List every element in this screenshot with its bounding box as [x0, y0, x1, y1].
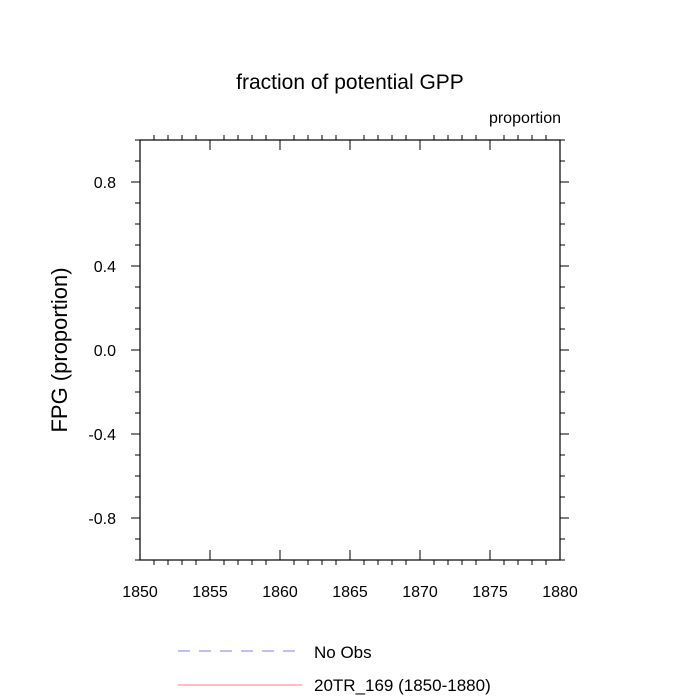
legend-label-20tr-169: 20TR_169 (1850-1880)	[314, 676, 491, 695]
x-tick-label: 1855	[192, 584, 228, 601]
x-tick-label: 1865	[332, 584, 368, 601]
y-tick-label: 0.0	[94, 343, 116, 360]
chart-title: fraction of potential GPP	[236, 71, 464, 94]
y-tick-label: 0.4	[94, 259, 116, 276]
y-tick-label: 0.8	[94, 175, 116, 192]
x-axis-ticks: 1850 1855 1860 1865 1870 1875 1880	[122, 135, 578, 601]
x-tick-label: 1870	[402, 584, 438, 601]
y-tick-label: -0.8	[88, 511, 116, 528]
x-tick-label: 1850	[122, 584, 158, 601]
x-tick-label: 1860	[262, 584, 298, 601]
x-tick-label: 1880	[542, 584, 578, 601]
y-tick-label: -0.4	[88, 427, 116, 444]
plot-frame	[139, 139, 561, 561]
legend-label-no-obs: No Obs	[314, 643, 372, 662]
y-axis-label: FPG (proportion)	[47, 267, 72, 432]
x-tick-label: 1875	[472, 584, 508, 601]
units-label: proportion	[489, 110, 561, 127]
legend: No Obs 20TR_169 (1850-1880)	[178, 643, 491, 695]
y-axis-ticks: -0.8 -0.4 0.0 0.4 0.8	[88, 139, 569, 561]
